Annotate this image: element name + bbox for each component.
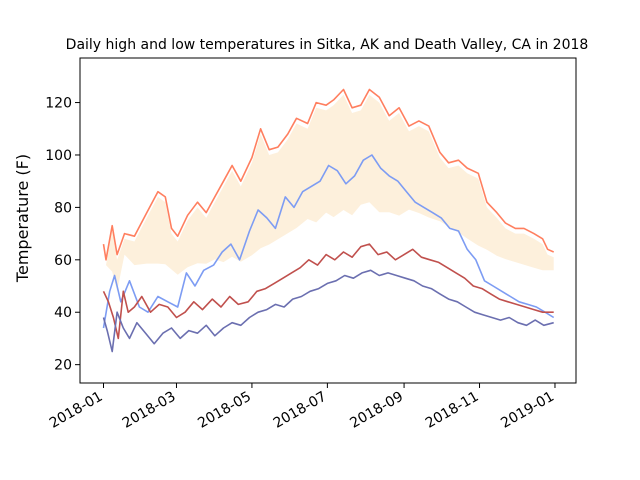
x-tick-label: 2018-05 xyxy=(195,389,254,432)
x-tick-label: 2018-03 xyxy=(120,389,179,432)
x-tick-label: 2018-09 xyxy=(347,389,406,432)
x-tick-label: 2018-11 xyxy=(423,389,482,432)
x-tick-label: 2018-01 xyxy=(47,389,106,432)
x-tick-label: 2018-07 xyxy=(271,389,330,432)
y-tick-label: 60 xyxy=(54,253,72,269)
y-tick-label: 120 xyxy=(45,96,72,112)
series-line-3 xyxy=(102,243,554,340)
death-valley-range-band xyxy=(103,94,554,292)
x-axis: 2018-01 2018-03 2018-05 2018-07 2018-09 2018-… xyxy=(47,383,557,432)
series-line-4 xyxy=(102,269,554,353)
y-tick-label: 40 xyxy=(54,305,72,321)
x-tick-label: 2019-01 xyxy=(498,389,557,432)
y-axis-label: Temperature (F) xyxy=(13,154,32,283)
series-line-2 xyxy=(102,154,555,329)
y-tick-label: 80 xyxy=(54,200,72,216)
chart-title: Daily high and low temperatures in Sitka… xyxy=(66,37,589,53)
y-tick-label: 100 xyxy=(45,148,72,164)
plot-area xyxy=(102,88,555,353)
y-axis: 20 40 60 80 100 120 xyxy=(45,96,80,374)
axes-frame xyxy=(79,57,577,384)
y-tick-label: 20 xyxy=(54,358,72,374)
series-line-1 xyxy=(102,88,555,261)
